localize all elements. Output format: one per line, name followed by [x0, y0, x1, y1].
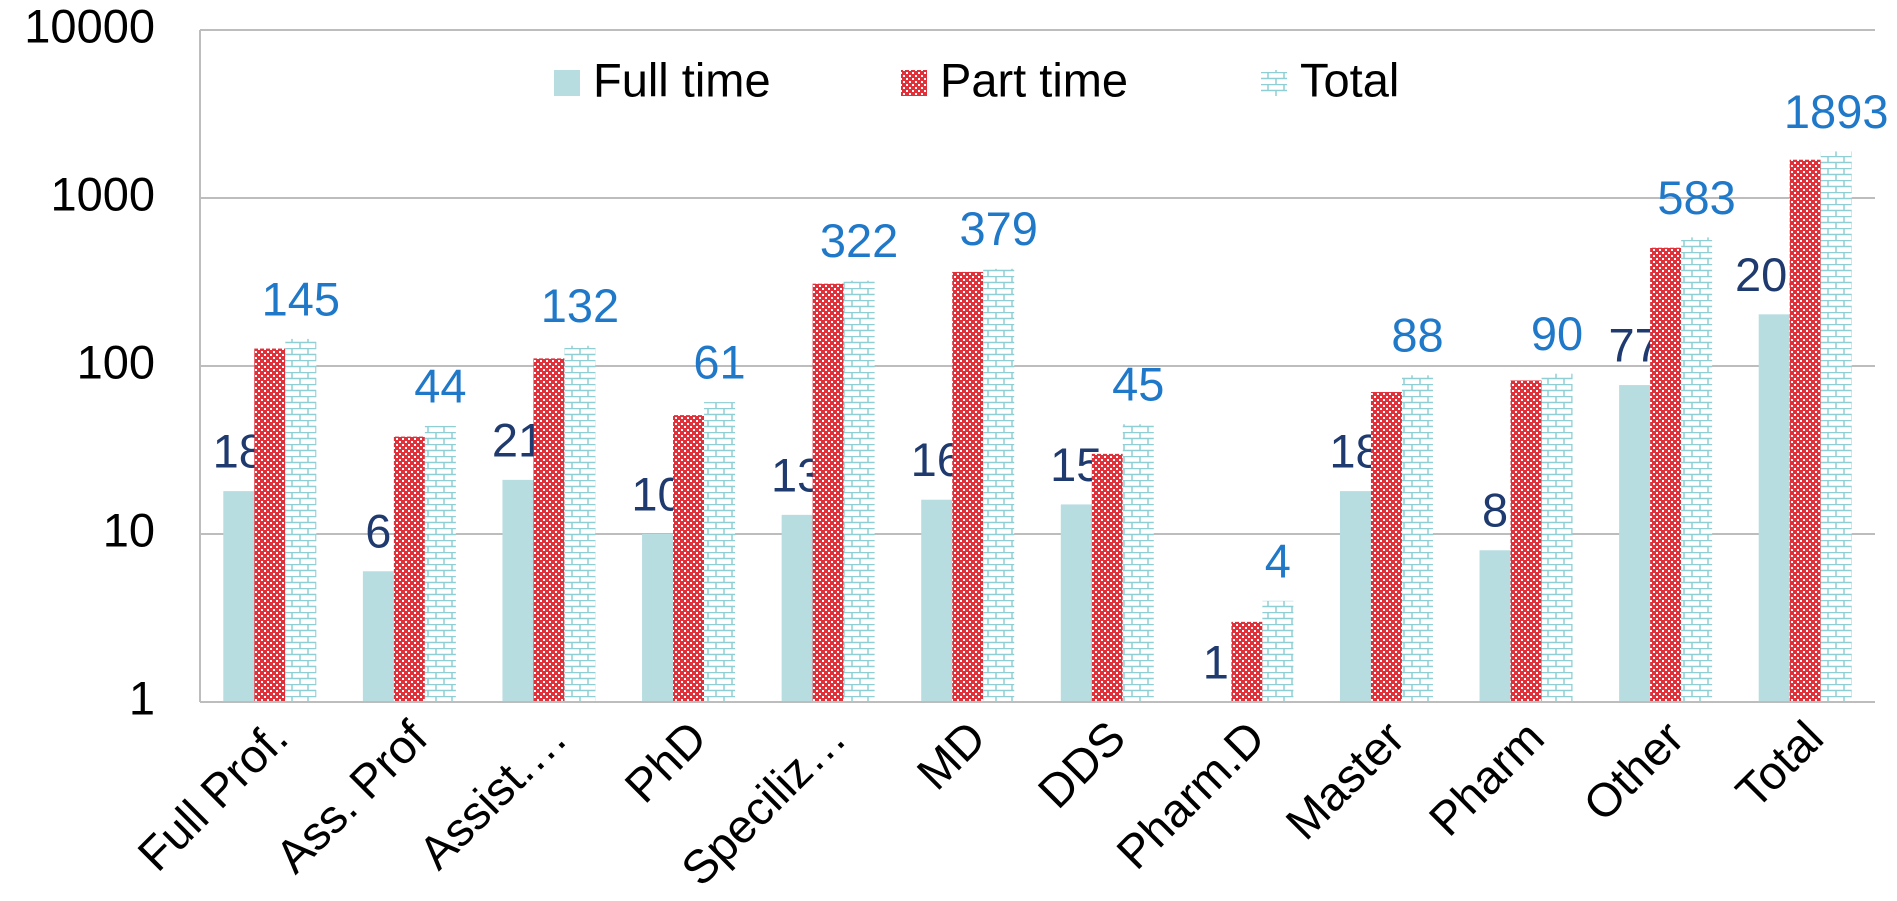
y-tick-label: 100: [77, 335, 155, 388]
bar: [1091, 453, 1123, 702]
bar: [983, 268, 1015, 702]
bar: [673, 415, 705, 702]
x-tick-label: Other: [1573, 710, 1694, 831]
bar: [285, 338, 317, 702]
data-label: 322: [820, 214, 898, 267]
data-label: 1: [1203, 635, 1229, 688]
bar: [362, 571, 394, 702]
x-tick-label: PhD: [614, 710, 716, 812]
bar: [704, 402, 736, 702]
x-tick-label: DDS: [1028, 710, 1136, 818]
data-label: 379: [959, 202, 1037, 255]
bar: [1370, 392, 1402, 702]
x-tick-label: Pharm.D: [1106, 710, 1275, 879]
bar: [1339, 491, 1371, 702]
x-tick-label: MD: [906, 710, 995, 799]
bar: [781, 514, 813, 702]
bar: [254, 348, 286, 702]
data-label: 44: [414, 359, 466, 412]
x-tick-label: Pharm: [1419, 710, 1554, 845]
legend-swatch: [554, 70, 580, 96]
bar: [921, 499, 953, 702]
y-tick-label: 10: [103, 503, 155, 556]
data-label: 90: [1531, 307, 1583, 360]
data-label: 61: [693, 335, 745, 388]
legend-label: Full time: [593, 53, 771, 106]
bar: [1060, 504, 1092, 702]
bar: [533, 358, 565, 702]
y-tick-label: 1: [129, 671, 155, 724]
legend-swatch: [1261, 70, 1287, 96]
data-label: 6: [365, 505, 391, 558]
data-label: 583: [1657, 171, 1735, 224]
bar: [424, 425, 456, 702]
bar: [1820, 151, 1852, 702]
data-label: 8: [1482, 484, 1508, 537]
bar: [1619, 385, 1651, 702]
bar: [1479, 550, 1511, 702]
x-tick-label: Assist.…: [408, 710, 577, 879]
data-label: 88: [1391, 309, 1443, 362]
bar: [393, 436, 425, 702]
bar: [1510, 380, 1542, 702]
y-tick-label: 1000: [50, 167, 155, 220]
data-label: 132: [541, 279, 619, 332]
bar: [223, 491, 255, 702]
x-tick-label: Full Prof.: [127, 710, 297, 880]
bar: [1122, 424, 1154, 702]
data-label: 145: [262, 272, 340, 325]
legend-swatch: [901, 70, 927, 96]
bar: [1758, 314, 1790, 702]
data-label: 1893: [1784, 85, 1889, 138]
bar: [1401, 375, 1433, 702]
bar: [1681, 237, 1713, 702]
bar: [1789, 159, 1821, 702]
legend-label: Part time: [940, 53, 1128, 106]
bar: [812, 283, 844, 702]
bar: [952, 271, 984, 702]
bar: [1231, 621, 1263, 702]
bar: [1541, 373, 1573, 702]
bar: [1262, 600, 1294, 702]
x-tick-label: Ass. Prof: [265, 710, 438, 883]
bar: [502, 479, 534, 702]
data-label: 4: [1265, 534, 1291, 587]
legend-label: Total: [1300, 53, 1399, 106]
x-tick-label: Master: [1275, 710, 1414, 849]
bar: [1650, 247, 1682, 703]
bar: [843, 280, 875, 702]
bar: [642, 534, 674, 702]
x-tick-label: Total: [1725, 710, 1833, 818]
bar: [564, 345, 596, 702]
data-label: 45: [1112, 358, 1164, 411]
y-tick-label: 10000: [24, 0, 155, 52]
